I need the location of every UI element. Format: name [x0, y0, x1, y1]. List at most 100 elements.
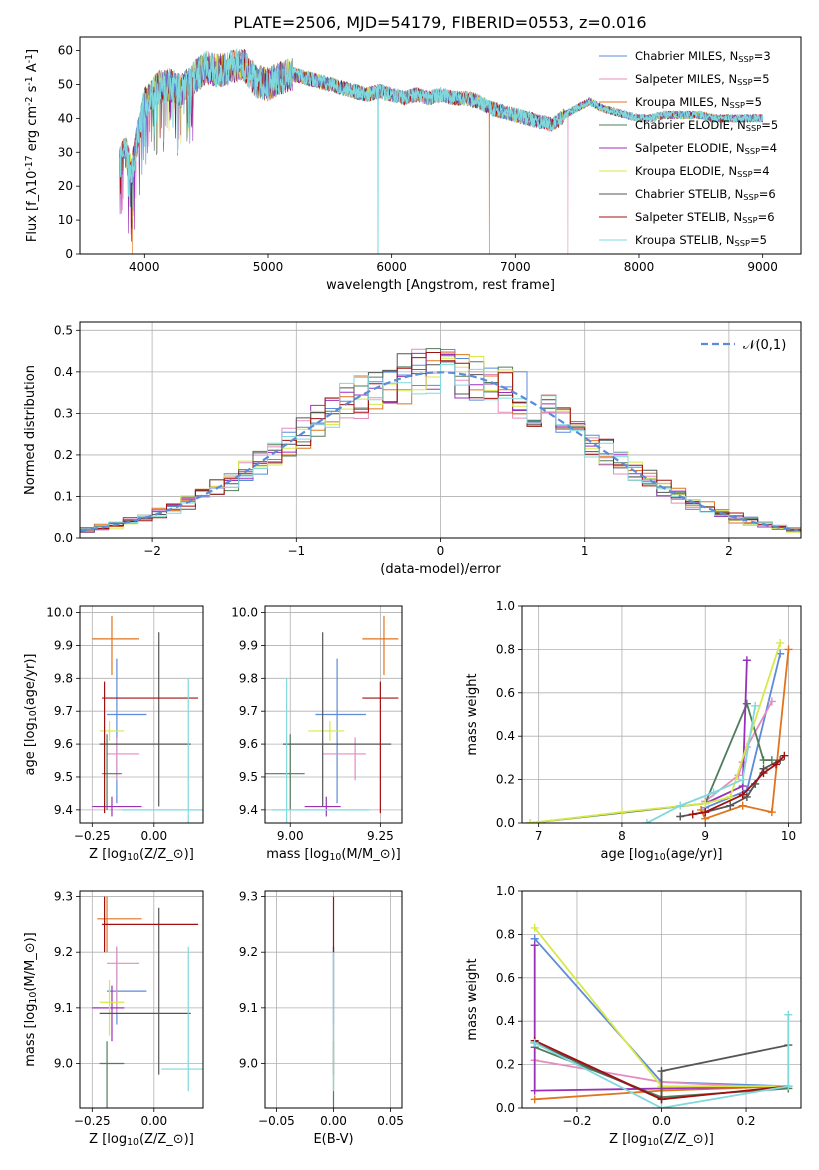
age_vs_Z-plot-area [92, 615, 203, 823]
legend-label: Salpeter ELODIE, NSSP=4 [635, 141, 777, 156]
weight_vs_Z-ytick-label: 0.8 [496, 927, 515, 941]
age_vs_mass-xtick-label: 9.25 [367, 829, 394, 843]
weight_vs_Z-plot-area [530, 923, 793, 1108]
mass_vs_Z-ytick-label: 9.0 [54, 1056, 73, 1070]
weight_vs_age-point-marker [742, 699, 751, 708]
residuals-ytick-label: 0.2 [54, 448, 73, 462]
residuals-xtick-label: −1 [287, 544, 305, 558]
weight_vs_Z-ytick-label: 0.0 [496, 1101, 515, 1115]
weight_vs_Z-point-marker [530, 923, 539, 932]
weight_vs_age-xtick-label: 10 [781, 829, 796, 843]
legend-label: Chabrier STELIB, NSSP=6 [635, 187, 776, 202]
mass_vs_ebv-frame [264, 890, 403, 1109]
legend-label: Salpeter MILES, NSSP=5 [635, 72, 770, 87]
legend-label: Kroupa MILES, NSSP=5 [635, 95, 762, 110]
spectrum-xtick-label: 5000 [253, 260, 284, 274]
legend-label: Kroupa ELODIE, NSSP=4 [635, 164, 770, 179]
weight_vs_Z-point-marker [784, 1082, 793, 1091]
residual-histogram [80, 352, 801, 538]
age_vs_mass-ytick-label: 9.5 [239, 770, 258, 784]
weight_vs_age-point-marker [767, 697, 776, 706]
spectrum-xtick-label: 9000 [747, 260, 778, 274]
age_vs_Z-ytick-label: 9.9 [54, 638, 73, 652]
weight_vs_age-point-marker [701, 808, 710, 817]
weight_vs_age-ytick-label: 0.8 [496, 642, 515, 656]
weight_vs_age-point-marker [709, 788, 718, 797]
residuals-xtick-label: 0 [437, 544, 445, 558]
legend-label: Chabrier MILES, NSSP=3 [635, 49, 771, 64]
age_vs_Z-ytick-label: 9.6 [54, 737, 73, 751]
weight_vs_age-xtick-label: 9 [701, 829, 709, 843]
mass_vs_ebv-panel: −0.05 0.00 0.05 9.0 9.1 9.2 9.3 E(B-V) [239, 890, 404, 1147]
residuals-xtick-label: −2 [143, 544, 161, 558]
weight_vs_Z-ytick-label: 0.6 [496, 971, 515, 985]
legend-label: Kroupa STELIB, NSSP=5 [635, 233, 767, 248]
age_vs_Z-ytick-label: 9.4 [54, 803, 73, 817]
weight_vs_age-series-line [704, 701, 773, 803]
spectrum-xtick-label: 7000 [500, 260, 531, 274]
age_vs_Z-xtick-label: 0.00 [140, 829, 167, 843]
gaussian-curve [80, 371, 799, 532]
age_vs_mass-xlabel: mass [log10(M/M_⊙)] [266, 847, 401, 863]
weight_vs_Z-point-marker [657, 1095, 666, 1104]
mass_vs_Z-plot-area [92, 896, 203, 1108]
weight_vs_Z-frame [521, 890, 802, 1109]
mass_vs_Z-ylabel: mass [log10(M/M_⊙)] [23, 932, 39, 1067]
residuals-xtick-label: 2 [725, 544, 733, 558]
weight_vs_Z-panel: −0.2 0.0 0.2 0.0 0.2 0.4 0.6 0.8 1.0 Z [log10(Z/Z… [465, 884, 802, 1148]
weight_vs_Z-ytick-label: 1.0 [496, 884, 515, 898]
age_vs_Z-ylabel: age [log10(age/yr)] [23, 654, 39, 776]
weight_vs_Z-xtick-label: −0.2 [562, 1114, 591, 1128]
mass_vs_Z-panel: −0.25 0.00 9.0 9.1 9.2 9.3 Z [log10(Z/Z_⊙)] mas… [23, 890, 204, 1148]
weight_vs_age-point-marker [759, 769, 768, 778]
spectrum-ytick-label: 0 [65, 247, 73, 261]
weight_vs_age-xtick-label: 7 [535, 829, 543, 843]
residuals-ylabel: Normed distribution [23, 365, 38, 495]
weight_vs_Z-xtick-label: 0.2 [736, 1114, 755, 1128]
weight_vs_age-point-marker [701, 799, 710, 808]
mass_vs_Z-xtick-label: −0.25 [74, 1114, 111, 1128]
weight_vs_Z-ytick-label: 0.2 [496, 1058, 515, 1072]
age_vs_mass-ytick-label: 9.4 [239, 803, 258, 817]
age_vs_mass-panel: 9.00 9.25 9.4 9.5 9.6 9.7 9.8 9.9 10.0 mass [log1… [231, 605, 403, 863]
age_vs_Z-ytick-label: 9.8 [54, 671, 73, 685]
age_vs_mass-xtick-label: 9.00 [277, 829, 304, 843]
mass_vs_ebv-ytick-label: 9.3 [239, 890, 258, 904]
weight_vs_age-point-marker [726, 801, 735, 810]
weight_vs_age-point-marker [738, 775, 747, 784]
weight_vs_age-point-marker [738, 801, 747, 810]
residuals-xlabel: (data-model)/error [380, 562, 501, 577]
weight_vs_age-point-marker [759, 756, 768, 765]
residuals-ytick-label: 0.5 [54, 323, 73, 337]
spectrum-ytick-label: 40 [58, 111, 73, 125]
weight_vs_age-point-marker [676, 801, 685, 810]
spectrum-xlabel: wavelength [Angstrom, rest frame] [326, 278, 555, 293]
spectrum-ytick-label: 60 [58, 44, 73, 58]
spectrum-xtick-label: 8000 [624, 260, 655, 274]
weight_vs_Z-xtick-label: 0.0 [652, 1114, 671, 1128]
weight_vs_Z-point-marker [530, 941, 539, 950]
weight_vs_Z-point-marker [784, 1010, 793, 1019]
weight_vs_age-point-marker [642, 819, 651, 823]
weight_vs_age-point-marker [776, 638, 785, 647]
spectrum-xtick-label: 4000 [129, 260, 160, 274]
weight_vs_age-point-marker [738, 790, 747, 799]
residuals-ytick-label: 0.3 [54, 406, 73, 420]
figure-title: PLATE=2506, MJD=54179, FIBERID=0553, z=0… [233, 13, 646, 32]
mass_vs_ebv-xlabel: E(B-V) [313, 1132, 353, 1147]
residuals-xtick-label: 1 [581, 544, 589, 558]
age_vs_mass-ytick-label: 9.9 [239, 638, 258, 652]
weight_vs_age-xtick-label: 8 [618, 829, 626, 843]
spectrum-frame [79, 36, 802, 255]
weight_vs_age-point-marker [767, 808, 776, 817]
residual-histogram [80, 363, 801, 538]
weight_vs_age-ytick-label: 0.6 [496, 686, 515, 700]
weight_vs_age-ytick-label: 1.0 [496, 599, 515, 613]
weight_vs_age-ytick-label: 0.2 [496, 773, 515, 787]
weight_vs_age-panel: 7 8 9 10 0.0 0.2 0.4 0.6 0.8 1.0 age [log10(age/yr… [465, 599, 802, 863]
age_vs_Z-ytick-label: 9.7 [54, 704, 73, 718]
weight_vs_Z-point-marker [530, 1095, 539, 1104]
mass_vs_Z-frame [79, 890, 204, 1109]
weight_vs_Z-xlabel: Z [log10(Z/Z_⊙)] [609, 1132, 714, 1148]
